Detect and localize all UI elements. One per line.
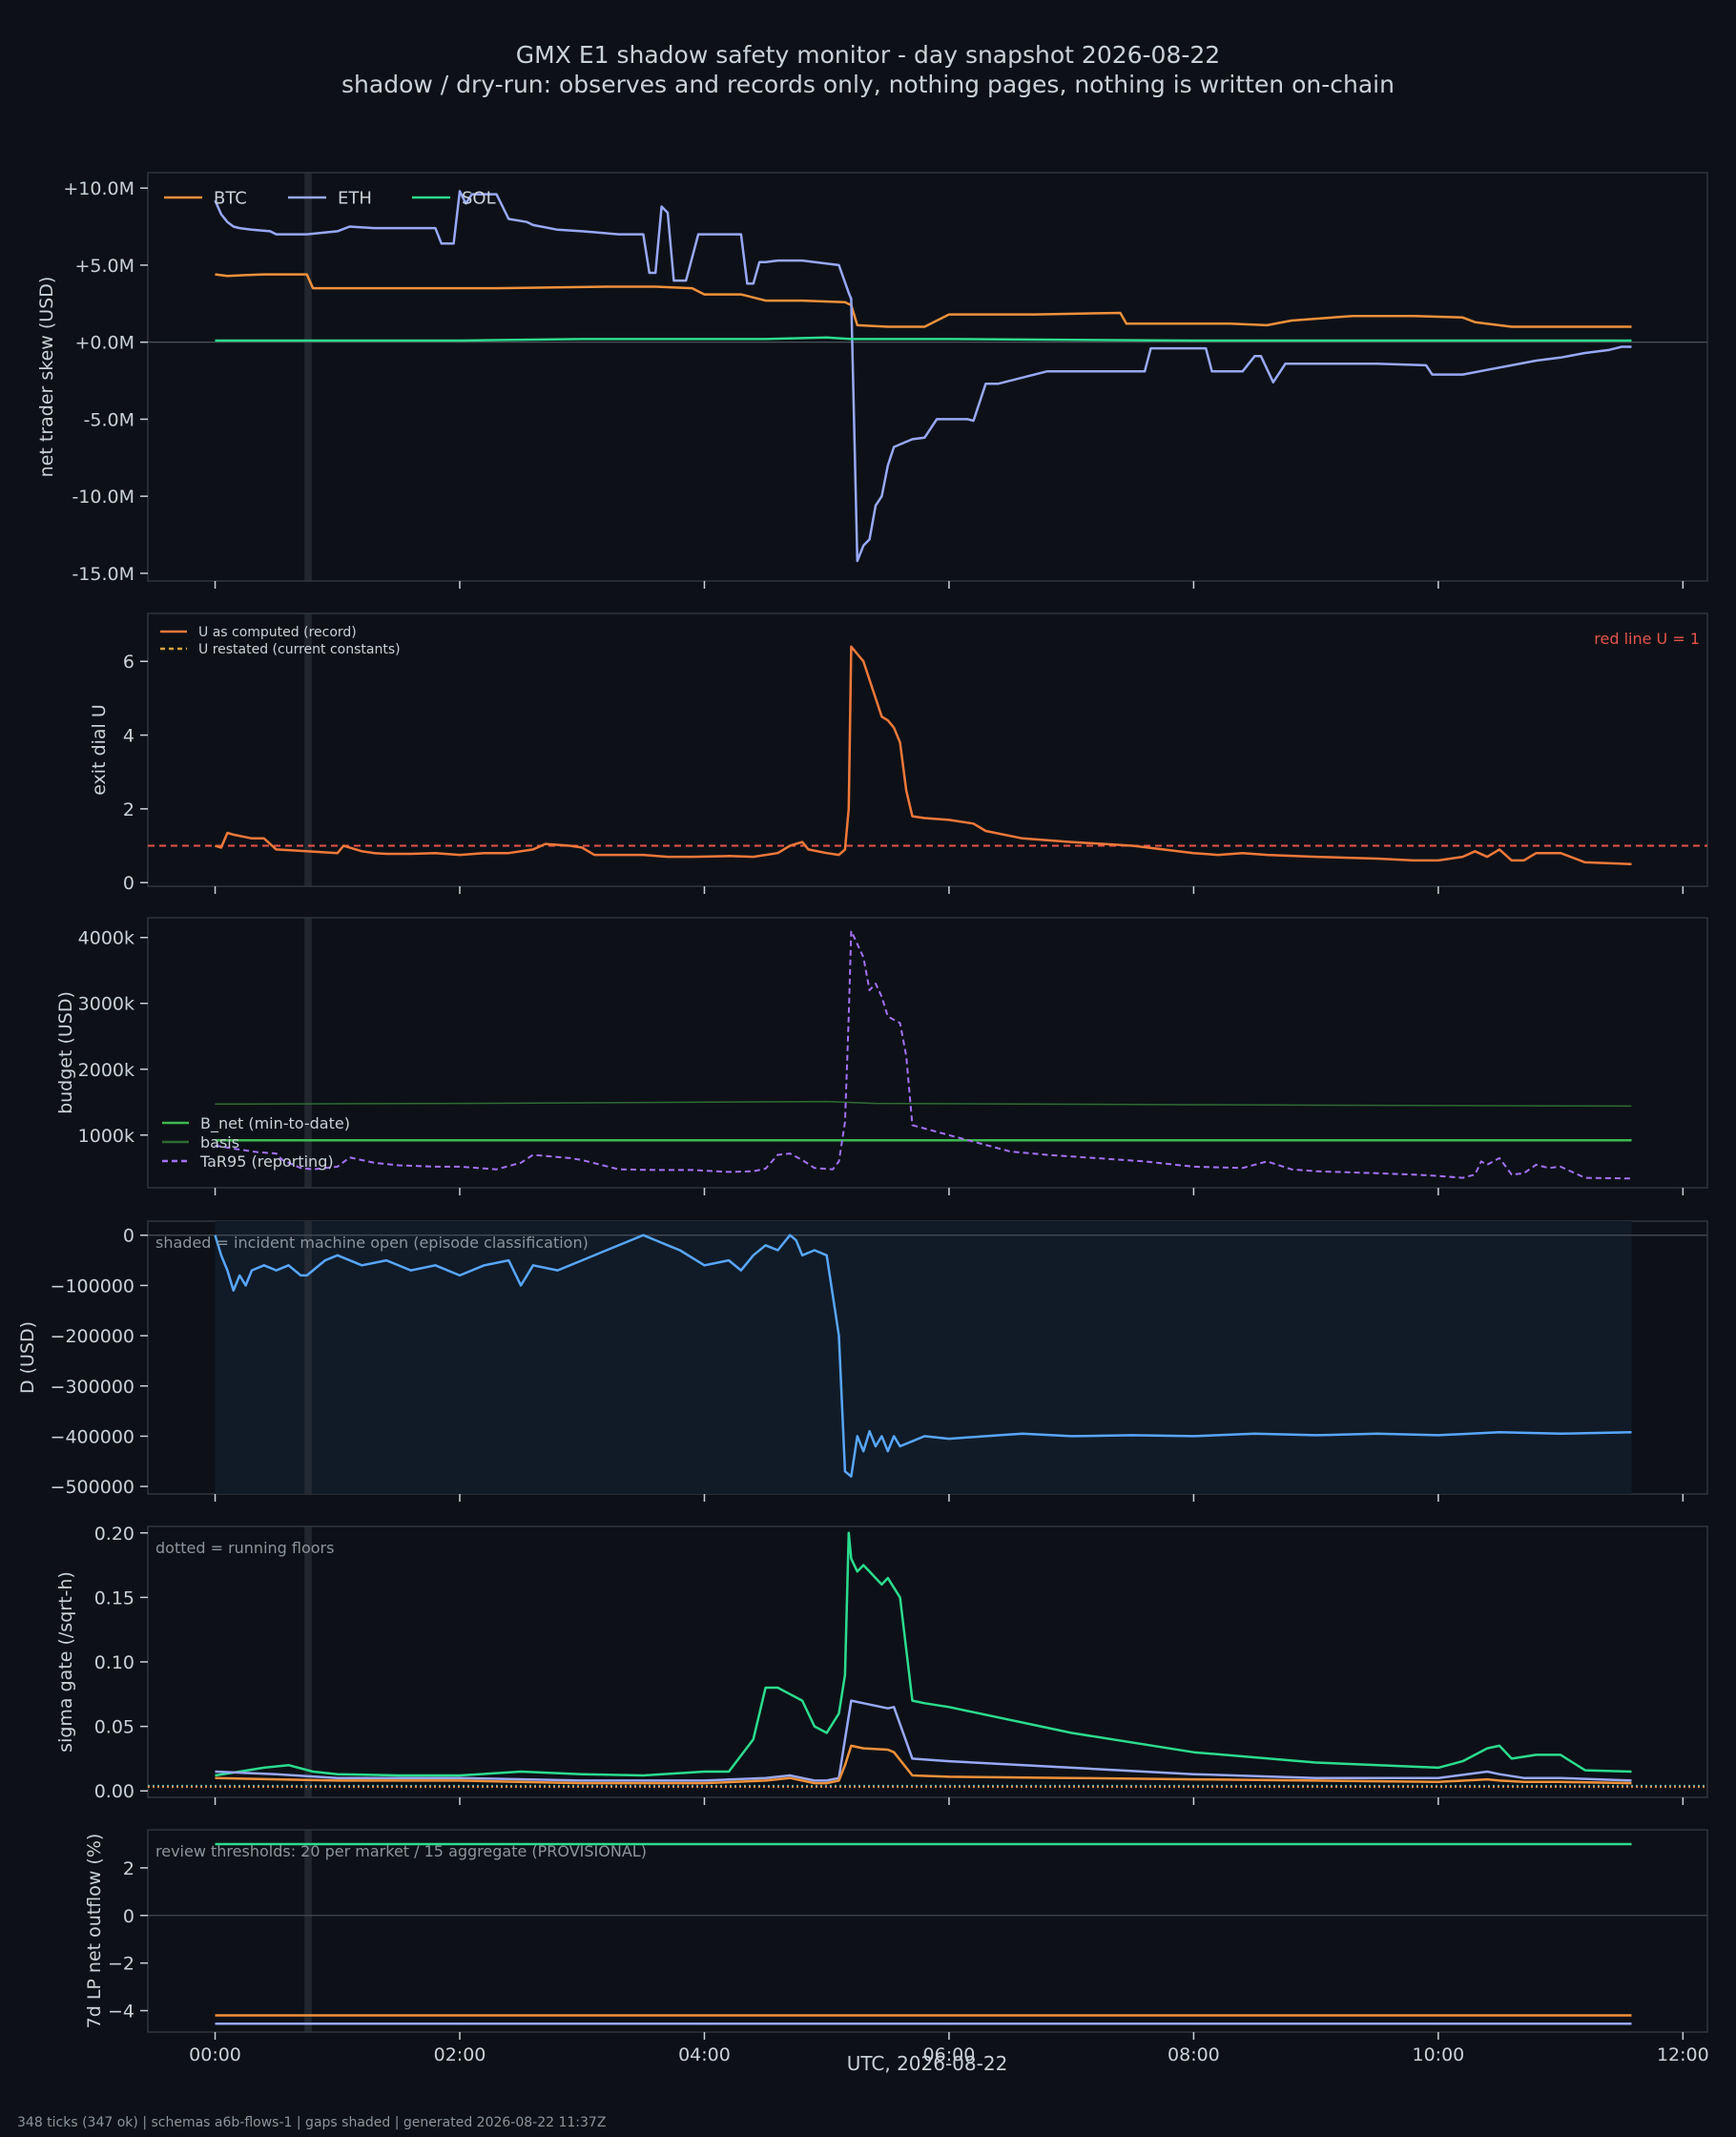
- legend-label: ETH: [338, 188, 372, 208]
- y-tick-label: 0.05: [94, 1717, 134, 1738]
- y-tick-label: −500000: [51, 1477, 134, 1498]
- series-line-basis: [215, 1100, 1632, 1108]
- y-tick-label: 2: [123, 1858, 134, 1879]
- y-tick-label: 2000k: [78, 1060, 134, 1081]
- series-line-drawdown: [214, 1234, 1632, 1478]
- y-tick-label: 0: [123, 873, 134, 894]
- x-tick-label: 10:00: [1412, 2044, 1464, 2065]
- legend-label: TaR95 (reporting): [199, 1152, 334, 1171]
- panel-frame: [147, 1525, 1708, 1798]
- x-tick-label: 12:00: [1657, 2044, 1709, 2065]
- series-line-eth: [214, 190, 1632, 563]
- x-axis-label: UTC, 2026-08-22: [847, 2052, 1008, 2075]
- y-tick-label: −300000: [51, 1377, 134, 1398]
- y-tick-label: +5.0M: [74, 256, 134, 277]
- panel-frame: [147, 1829, 1708, 2033]
- y-tick-label: 0: [123, 1906, 134, 1927]
- y-tick-label: −2: [108, 1954, 134, 1975]
- gap-band: [304, 1526, 312, 1797]
- incident-shade: [215, 1221, 1632, 1494]
- y-axis-label: budget (USD): [55, 991, 76, 1114]
- series-line-btc: [215, 1744, 1632, 1785]
- x-tick-label: 08:00: [1168, 2044, 1220, 2065]
- y-tick-label: -5.0M: [84, 409, 134, 430]
- y-tick-label: +10.0M: [63, 178, 134, 199]
- series-line-tar95-reporting-: [215, 929, 1632, 1180]
- panel-lp_outflow: 2 0 −2 −47d LP net outflow (%) review thresh…: [84, 1829, 1709, 2065]
- panel-skew: +10.0M +5.0M +0.0M -5.0M -10.0M -15.0M net tra…: [36, 172, 1708, 589]
- series-group: [215, 645, 1632, 866]
- series-line-btc: [215, 273, 1632, 328]
- series-group: [214, 1234, 1632, 1478]
- y-tick-label: −100000: [51, 1276, 134, 1297]
- y-tick-label: 0.10: [94, 1652, 134, 1673]
- y-axis-label: 7d LP net outflow (%): [84, 1834, 105, 2029]
- x-tick-label: 02:00: [434, 2044, 486, 2065]
- y-tick-label: -10.0M: [72, 487, 134, 508]
- legend-label: U restated (current constants): [198, 642, 401, 657]
- series-group: [215, 929, 1632, 1180]
- gap-band: [304, 613, 312, 886]
- x-tick-label: 04:00: [678, 2044, 731, 2065]
- y-tick-label: 2: [123, 799, 134, 820]
- panel-annotation: dotted = running floors: [155, 1539, 334, 1557]
- y-tick-label: 4000k: [78, 928, 134, 949]
- footer-status: 348 ticks (347 ok) | schemas a6b-flows-1…: [17, 2115, 606, 2130]
- panel-exit_dial: 0 2 4 6 exit dial U red line U = 1 U as comput…: [89, 612, 1708, 894]
- series-line-sol: [215, 1531, 1632, 1777]
- y-axis-label: sigma gate (/sqrt-h): [55, 1571, 76, 1753]
- y-tick-label: −4: [108, 2002, 134, 2023]
- series-line-sol: [215, 336, 1632, 342]
- y-tick-label: 3000k: [78, 994, 134, 1015]
- y-tick-label: 0.00: [94, 1781, 134, 1802]
- y-tick-label: 4: [123, 726, 134, 747]
- y-tick-label: 0.20: [94, 1524, 134, 1545]
- y-tick-label: −400000: [51, 1426, 134, 1447]
- panel-sigma_gate: 0.00 0.05 0.10 0.15 0.20 sigma gate (/sqrt-h)…: [55, 1524, 1708, 1805]
- series-group: [214, 190, 1632, 563]
- legend-exit_dial: U as computed (record) U restated (curren…: [160, 625, 401, 657]
- series-group: [215, 1531, 1632, 1785]
- legend-skew: BTC ETH SOL: [164, 188, 496, 208]
- chart-panels: +10.0M +5.0M +0.0M -5.0M -10.0M -15.0M net tra…: [17, 172, 1709, 2065]
- legend-label: basis: [200, 1133, 239, 1151]
- gap-band: [304, 918, 312, 1188]
- legend-label: BTC: [214, 188, 247, 208]
- y-tick-label: -15.0M: [72, 564, 134, 585]
- y-tick-label: 0.15: [94, 1587, 134, 1608]
- legend-label: U as computed (record): [198, 625, 357, 640]
- gap-band: [304, 173, 312, 581]
- gap-band: [304, 1221, 312, 1494]
- y-tick-label: +0.0M: [74, 333, 134, 354]
- series-line-eth: [215, 1699, 1632, 1782]
- annotation-red-line: red line U = 1: [1594, 630, 1700, 648]
- y-axis-label: D (USD): [17, 1321, 38, 1394]
- legend-label: SOL: [462, 188, 496, 208]
- y-tick-label: 0: [123, 1226, 134, 1247]
- panel-drawdown: 0 −100000 −200000 −300000 −400000 −500000 D (U…: [17, 1220, 1708, 1502]
- panel-frame: [147, 172, 1708, 582]
- panel-budget: 1000k 2000k 3000k 4000k budget (USD) B_net (m…: [55, 917, 1708, 1195]
- y-tick-label: −200000: [51, 1326, 134, 1347]
- panel-frame: [147, 917, 1708, 1189]
- x-tick-label: 06:00: [923, 2044, 976, 2065]
- x-tick-label: 00:00: [189, 2044, 241, 2065]
- y-axis-label: exit dial U: [89, 704, 110, 796]
- figure-title: GMX E1 shadow safety monitor - day snaps…: [516, 41, 1220, 69]
- gap-band: [304, 1830, 312, 2032]
- series-line-u-as-computed-record-: [215, 645, 1632, 866]
- legend-label: B_net (min-to-date): [200, 1114, 350, 1133]
- panel-annotation: shaded = incident machine open (episode …: [155, 1234, 589, 1252]
- y-axis-label: net trader skew (USD): [36, 277, 57, 478]
- y-tick-label: 6: [123, 652, 134, 673]
- figure-subtitle: shadow / dry-run: observes and records o…: [341, 71, 1395, 98]
- y-tick-label: 1000k: [78, 1126, 134, 1147]
- panel-annotation: review thresholds: 20 per market / 15 ag…: [155, 1842, 647, 1860]
- panel-frame: [147, 612, 1708, 887]
- series-group: [215, 1842, 1632, 2025]
